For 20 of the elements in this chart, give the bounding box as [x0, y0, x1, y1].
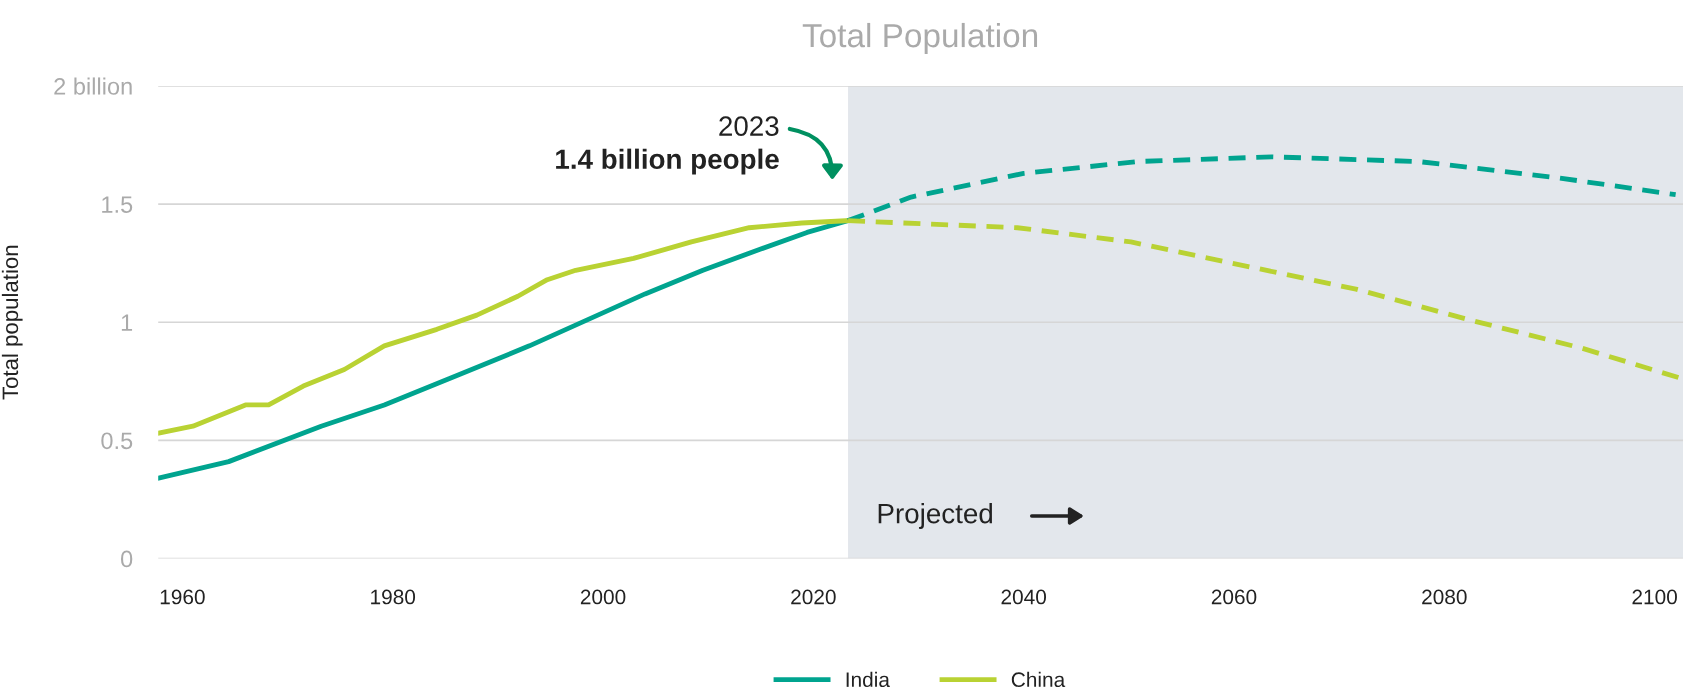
x-tick-label: 2060 — [1211, 589, 1257, 605]
x-tick-label: 2100 — [1632, 589, 1677, 605]
legend-label: China — [1011, 671, 1066, 688]
y-tick-label: 1.5 — [102, 196, 133, 213]
y-axis-title: Total population — [1, 245, 23, 400]
annotation: Projected — [878, 503, 992, 529]
y-tick-label: 2 billion — [54, 77, 132, 95]
x-tick-label: 1980 — [371, 589, 416, 605]
y-tick-label: 0 — [120, 550, 133, 568]
x-tick-label: 2040 — [1001, 589, 1047, 605]
x-tick-label: 2080 — [1422, 589, 1467, 605]
x-tick-label: 1960 — [160, 589, 205, 605]
annotation: 1.4 billion people — [556, 148, 779, 175]
x-tick-label: 2000 — [580, 589, 626, 605]
y-tick-label: 0.5 — [101, 432, 133, 450]
x-tick-label: 2020 — [791, 589, 836, 605]
annotation: 2023 — [719, 116, 779, 136]
y-tick-label: 1 — [121, 314, 133, 331]
legend-label: India — [846, 671, 890, 688]
chart-title: Total Population — [802, 22, 1038, 54]
